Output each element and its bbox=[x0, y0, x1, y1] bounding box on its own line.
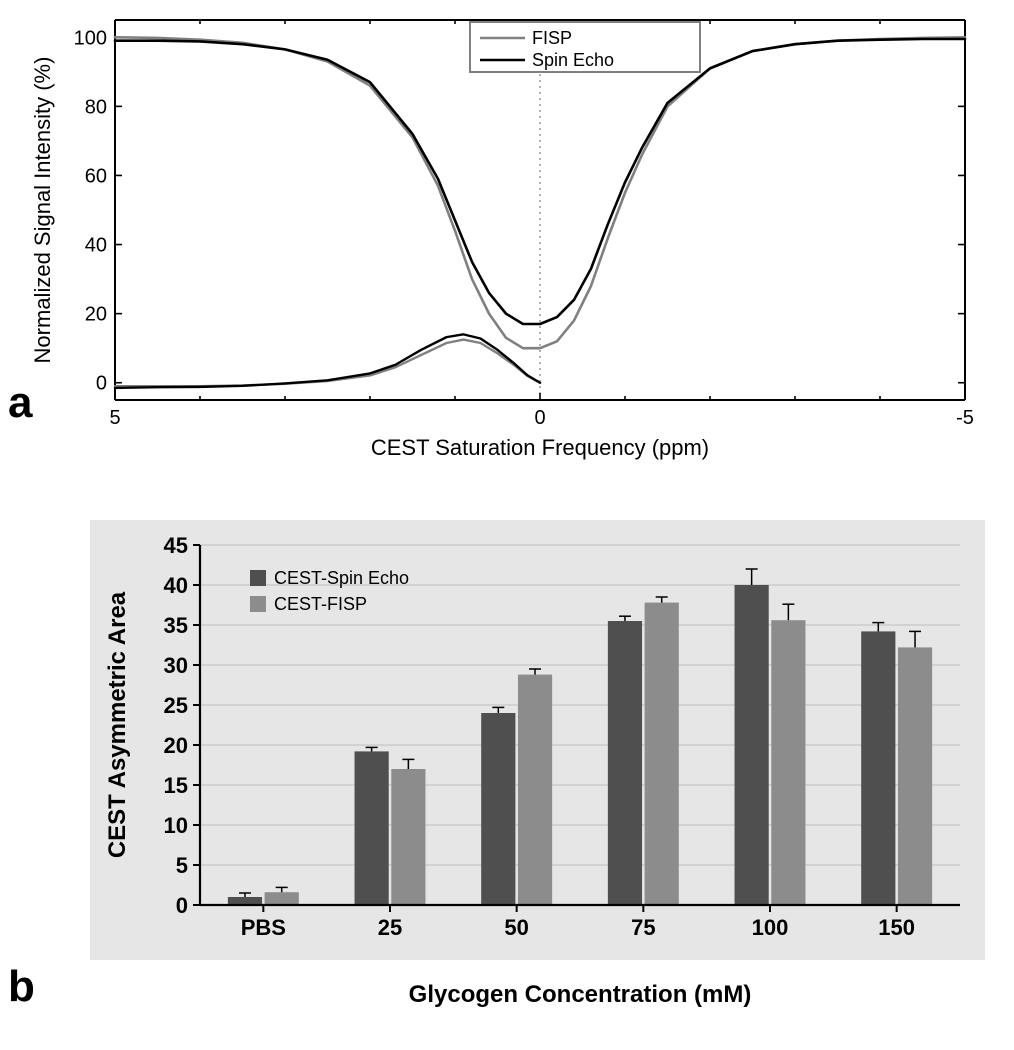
svg-text:-5: -5 bbox=[956, 407, 974, 429]
svg-text:20: 20 bbox=[164, 733, 188, 758]
svg-text:10: 10 bbox=[164, 813, 188, 838]
svg-text:Normalized Signal Intensity (%: Normalized Signal Intensity (%) bbox=[30, 57, 55, 364]
svg-text:CEST-Spin Echo: CEST-Spin Echo bbox=[274, 568, 409, 588]
svg-text:30: 30 bbox=[164, 653, 188, 678]
svg-text:45: 45 bbox=[164, 533, 188, 558]
svg-text:40: 40 bbox=[85, 235, 107, 257]
svg-text:Glycogen Concentration (mM): Glycogen Concentration (mM) bbox=[409, 981, 752, 1008]
svg-text:0: 0 bbox=[96, 373, 107, 395]
svg-text:25: 25 bbox=[378, 915, 402, 940]
svg-text:20: 20 bbox=[85, 304, 107, 326]
svg-text:75: 75 bbox=[631, 915, 655, 940]
svg-text:50: 50 bbox=[504, 915, 528, 940]
svg-text:FISP: FISP bbox=[532, 28, 572, 48]
svg-text:100: 100 bbox=[752, 915, 789, 940]
panel-b-chart: PBS 25 50 75 100 150 0 5 10 15 20 25 30 35 40 45 Glycoge… bbox=[0, 500, 1014, 1050]
svg-text:CEST-FISP: CEST-FISP bbox=[274, 594, 367, 614]
svg-text:100: 100 bbox=[74, 27, 107, 49]
svg-text:5: 5 bbox=[109, 407, 120, 429]
svg-text:CEST Asymmetric Area: CEST Asymmetric Area bbox=[104, 591, 131, 858]
svg-text:80: 80 bbox=[85, 96, 107, 118]
figure-root: a b 50-5020406080100CEST Saturation Freq… bbox=[0, 0, 1014, 1050]
svg-text:25: 25 bbox=[164, 693, 188, 718]
svg-text:PBS: PBS bbox=[241, 915, 286, 940]
svg-text:0: 0 bbox=[176, 893, 188, 918]
svg-text:40: 40 bbox=[164, 573, 188, 598]
svg-text:CEST Saturation Frequency (ppm: CEST Saturation Frequency (ppm) bbox=[371, 435, 709, 460]
panel-a-chart: 50-5020406080100CEST Saturation Frequenc… bbox=[0, 0, 1014, 500]
svg-text:Spin Echo: Spin Echo bbox=[532, 50, 614, 70]
svg-text:5: 5 bbox=[176, 853, 188, 878]
svg-text:0: 0 bbox=[534, 407, 545, 429]
svg-text:35: 35 bbox=[164, 613, 188, 638]
svg-text:60: 60 bbox=[85, 165, 107, 187]
svg-text:150: 150 bbox=[878, 915, 915, 940]
svg-text:15: 15 bbox=[164, 773, 188, 798]
